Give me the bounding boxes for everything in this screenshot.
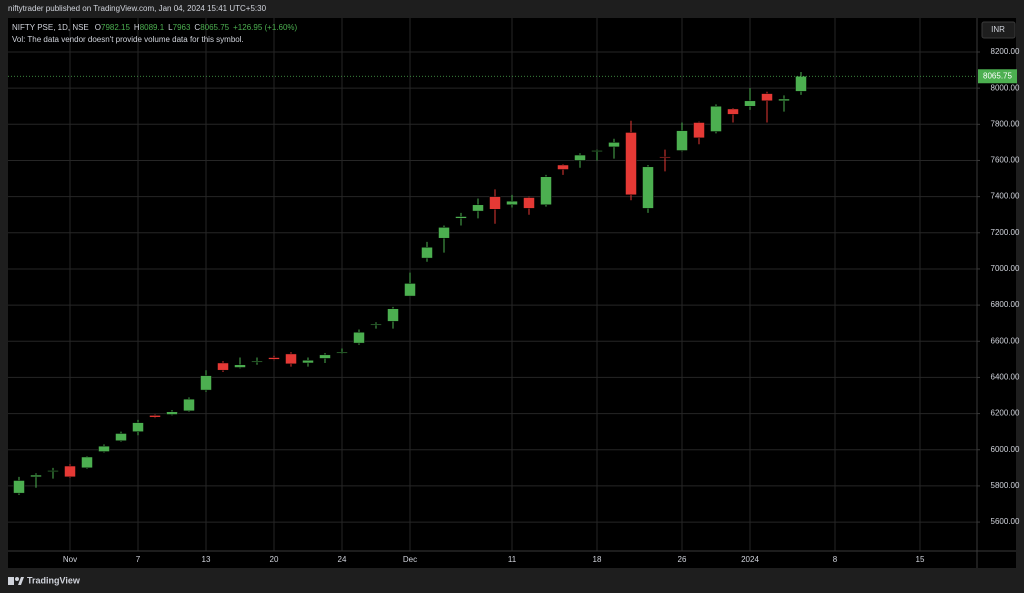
y-tick-label: 5600.00 (991, 517, 1020, 526)
legend-key: L (168, 23, 173, 32)
candle-body (489, 196, 501, 210)
candle-body (540, 176, 552, 206)
candle-body (183, 398, 195, 412)
publisher: niftytrader published on TradingView.com… (8, 4, 267, 13)
legend-key: C (194, 23, 200, 32)
candle-body (472, 204, 484, 212)
y-tick-label: 6000.00 (991, 445, 1020, 454)
x-tick-label: 18 (593, 555, 602, 564)
candle-body (608, 142, 620, 148)
candle-body (302, 360, 314, 364)
legend-symbol: NIFTY PSE, 1D, NSE (12, 23, 89, 32)
candle-body (778, 98, 790, 102)
candle-body (693, 122, 705, 139)
candle-body (387, 308, 399, 322)
y-tick-label: 7200.00 (991, 228, 1020, 237)
y-tick-label: 5800.00 (991, 481, 1020, 490)
candle-body (659, 156, 671, 159)
candle-body (217, 362, 229, 371)
x-tick-label: Nov (63, 555, 77, 564)
y-tick-label: 7800.00 (991, 119, 1020, 128)
candle-body (353, 331, 365, 344)
currency-button[interactable] (981, 21, 1016, 39)
y-tick-label: 6400.00 (991, 373, 1020, 382)
legend-change: +126.95 (+1.60%) (233, 23, 297, 32)
candle-body (625, 132, 637, 196)
candle-body (676, 130, 688, 151)
candle-body (506, 200, 518, 206)
legend-value: 8089.1 (140, 23, 165, 32)
candle-body (234, 364, 246, 368)
legend-value: 8065.75 (200, 23, 229, 32)
x-tick-label: 26 (678, 555, 687, 564)
legend-key: O (95, 23, 101, 32)
volume-note: Vol: The data vendor doesn't provide vol… (12, 35, 244, 44)
candle-body (421, 247, 433, 259)
candle-body (455, 216, 467, 219)
candle-body (642, 166, 654, 209)
x-tick-label: 2024 (741, 555, 759, 564)
candle-body (166, 411, 178, 415)
y-tick-label: 8200.00 (991, 47, 1020, 56)
y-tick-label: 6800.00 (991, 300, 1020, 309)
candle-body (744, 100, 756, 107)
grid (8, 18, 977, 551)
x-tick-label: 24 (338, 555, 347, 564)
candle-body (13, 480, 25, 494)
candle-body (64, 465, 76, 478)
legend: NIFTY PSE, 1D, NSE O7982.15 H8089.1 L7963 C8… (12, 23, 298, 32)
candle-body (132, 422, 144, 432)
candle-body (574, 154, 586, 161)
y-tick-label: 8000.00 (991, 83, 1020, 92)
y-tick-label: 7600.00 (991, 156, 1020, 165)
y-tick-label: 6200.00 (991, 409, 1020, 418)
candle-body (30, 474, 42, 478)
x-tick-label: 15 (916, 555, 925, 564)
candles (8, 72, 977, 495)
candle-body (710, 105, 722, 132)
legend-value: 7982.15 (101, 23, 130, 32)
candle-body (251, 360, 263, 363)
x-tick-label: 20 (270, 555, 279, 564)
candle-body (47, 470, 59, 472)
candle-body (336, 351, 348, 354)
last-price-tag (978, 69, 1017, 84)
candle-body (370, 323, 382, 326)
candle-body (523, 197, 535, 209)
candle-body (795, 76, 807, 92)
x-tick-label: 11 (508, 555, 517, 564)
legend-key: H (134, 23, 140, 32)
candle-body (557, 164, 569, 170)
brand-logo (8, 577, 24, 585)
candle-body (438, 227, 450, 239)
candle-body (761, 93, 773, 102)
legend-value: 7963 (173, 23, 191, 32)
candle-body (404, 283, 416, 297)
candle-body (319, 354, 331, 359)
brand: TradingView (27, 575, 81, 585)
x-tick-label: 13 (202, 555, 211, 564)
candle-body (285, 353, 297, 365)
currency[interactable]: INR (991, 25, 1005, 34)
candle-body (200, 375, 212, 391)
x-tick-label: 8 (833, 555, 838, 564)
y-tick-label: 7000.00 (991, 264, 1020, 273)
last-price-label: 8065.75 (983, 71, 1012, 80)
candle-body (268, 357, 280, 360)
candle-body (727, 108, 739, 115)
candle-body (591, 150, 603, 152)
y-tick-label: 7400.00 (991, 192, 1020, 201)
candle-body (81, 456, 93, 469)
y-tick-label: 6600.00 (991, 336, 1020, 345)
x-tick-label: 7 (136, 555, 141, 564)
x-tick-label: Dec (403, 555, 417, 564)
candle-body (149, 415, 161, 418)
candle-body (98, 445, 110, 452)
candle-body (115, 433, 127, 441)
